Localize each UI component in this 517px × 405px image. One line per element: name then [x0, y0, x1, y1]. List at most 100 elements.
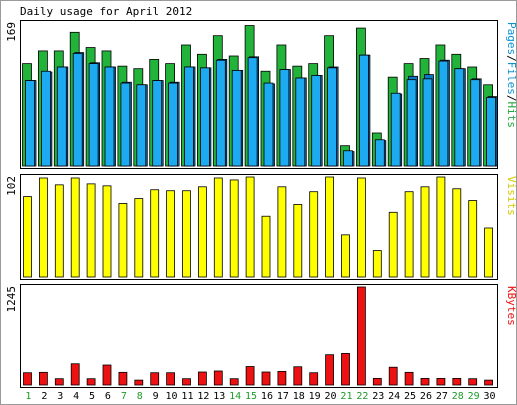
visits-bar — [23, 196, 32, 278]
visits-bar — [182, 190, 191, 278]
kbytes-bar — [182, 378, 191, 386]
kbytes-plot-frame — [20, 284, 498, 388]
kbytes-bar — [166, 372, 176, 386]
visits-bar — [452, 188, 462, 278]
visits-bar — [86, 183, 96, 278]
visits-bar — [134, 198, 144, 278]
files-bar — [152, 80, 163, 167]
visits-bar — [468, 200, 478, 278]
x-axis-tick-labels: 1 2 3 4 5 6 7 8 9 10 11 12 13 14 15 16 17 18 19 20 21 22 23 24 2… — [25, 391, 495, 402]
kbytes-bar — [356, 286, 366, 386]
files-bar — [215, 59, 226, 167]
visits-bar — [420, 186, 430, 278]
files-bar — [168, 82, 179, 167]
visits-series-label: Visits — [505, 176, 517, 216]
x-tick-label: 8 — [137, 391, 143, 402]
files-bar — [279, 69, 290, 167]
hits-y-max-label: 169 — [5, 22, 18, 42]
x-tick-label: 10 — [166, 391, 178, 402]
visits-bar — [325, 176, 335, 278]
x-tick-label: 26 — [420, 391, 432, 402]
x-tick-label: 3 — [57, 391, 63, 402]
kbytes-bar — [102, 364, 112, 386]
series-label-part: KBytes — [505, 286, 517, 326]
x-tick-label: 18 — [293, 391, 305, 402]
series-label-part: / — [505, 55, 517, 62]
series-label-part: Files — [505, 62, 517, 95]
files-bar — [25, 80, 35, 167]
kbytes-series-label: KBytes — [505, 286, 517, 326]
files-bar — [72, 53, 83, 167]
files-bar — [41, 70, 51, 167]
x-tick-label: 24 — [388, 391, 400, 402]
x-tick-label: 30 — [484, 391, 496, 402]
visits-bar — [166, 190, 176, 278]
files-bar — [422, 78, 433, 167]
visits-y-max-label: 102 — [5, 176, 18, 196]
files-bar — [390, 92, 401, 167]
x-tick-label: 2 — [41, 391, 47, 402]
files-bar — [184, 66, 194, 167]
kbytes-bar — [325, 354, 335, 386]
visits-bar — [102, 185, 112, 278]
visits-bar — [245, 176, 255, 278]
kbytes-panel: 1245 KBytes — [5, 284, 517, 388]
files-bar — [406, 79, 417, 167]
visits-bar — [150, 189, 160, 278]
files-bar — [486, 97, 497, 167]
series-label-part: / — [505, 95, 517, 102]
kbytes-bar — [436, 377, 446, 386]
visits-bar — [70, 177, 80, 278]
visits-bar — [404, 191, 414, 278]
x-tick-label: 13 — [213, 391, 225, 402]
visits-bar — [484, 227, 494, 278]
files-bar — [263, 82, 274, 167]
series-label-part: Visits — [505, 176, 517, 216]
files-bar — [327, 67, 338, 167]
kbytes-bar — [468, 378, 478, 386]
kbytes-bar — [388, 366, 398, 386]
files-bar — [199, 67, 210, 167]
files-bar — [374, 139, 385, 167]
visits-bar — [356, 177, 366, 278]
kbytes-bar — [261, 371, 271, 386]
kbytes-y-max-label: 1245 — [5, 286, 18, 313]
visits-panel: 102 Visits — [5, 174, 517, 280]
kbytes-bar — [213, 370, 223, 386]
kbytes-bar — [309, 372, 319, 386]
x-tick-label: 7 — [121, 391, 127, 402]
files-bar — [88, 63, 99, 167]
kbytes-bar — [372, 377, 382, 386]
x-tick-label: 20 — [325, 391, 337, 402]
visits-bar — [277, 186, 287, 278]
visits-bar — [372, 250, 382, 278]
chart-title: Daily usage for April 2012 — [20, 5, 192, 18]
x-tick-label: 22 — [356, 391, 368, 402]
kbytes-bar — [229, 378, 239, 386]
kbytes-bar — [197, 371, 207, 386]
x-tick-label: 25 — [404, 391, 416, 402]
kbytes-bar — [39, 371, 48, 386]
visits-bar — [197, 186, 207, 278]
x-tick-label: 19 — [309, 391, 321, 402]
x-tick-label: 9 — [153, 391, 159, 402]
x-tick-label: 15 — [245, 391, 257, 402]
x-tick-label: 5 — [89, 391, 95, 402]
visits-bar — [341, 234, 350, 278]
x-tick-label: 28 — [452, 391, 464, 402]
visits-bar — [261, 215, 271, 278]
files-bar — [231, 69, 242, 167]
kbytes-bar — [150, 372, 160, 386]
kbytes-bar — [86, 378, 96, 386]
kbytes-bar — [420, 377, 430, 386]
x-tick-label: 6 — [105, 391, 111, 402]
visits-bar — [213, 177, 223, 278]
files-bar — [247, 57, 258, 167]
x-tick-label: 12 — [197, 391, 209, 402]
files-bar — [454, 68, 465, 167]
kbytes-bar — [134, 379, 144, 386]
x-tick-label: 14 — [229, 391, 241, 402]
